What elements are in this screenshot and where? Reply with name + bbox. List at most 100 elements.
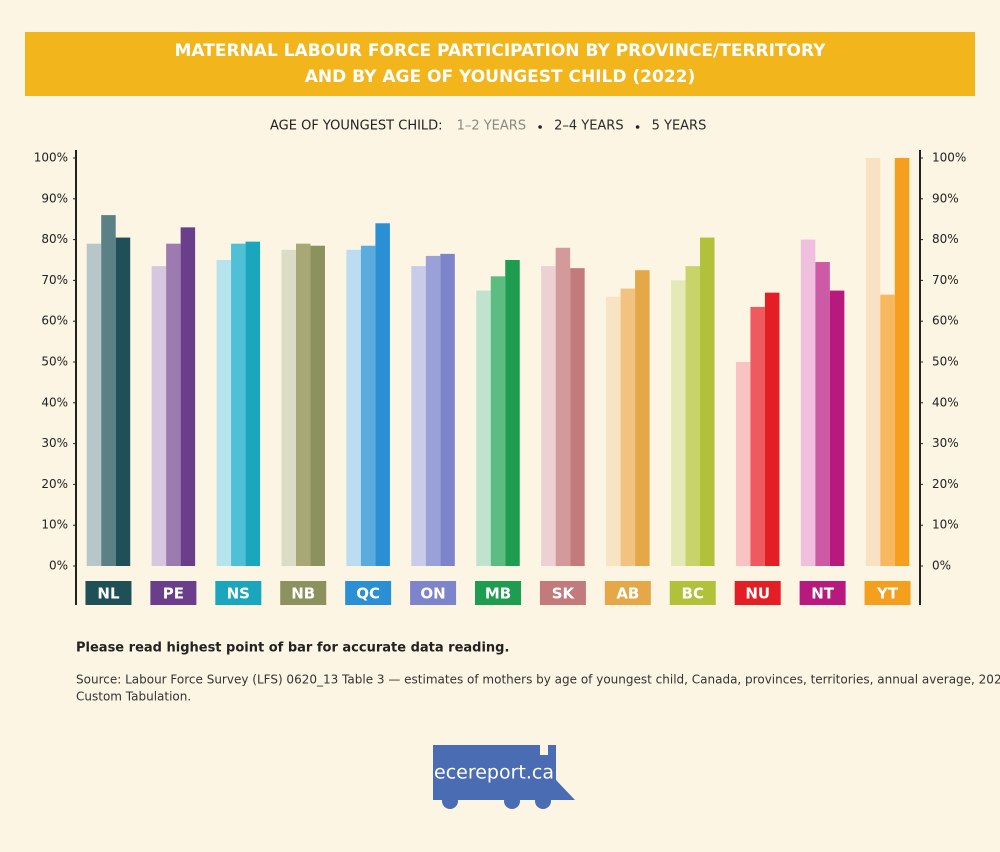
category-box xyxy=(85,581,132,605)
bar xyxy=(166,243,181,566)
y2-tick-label: 70% xyxy=(932,273,959,287)
y-tick-label: 40% xyxy=(41,395,68,409)
source: Source: Labour Force Survey (LFS) 0620_1… xyxy=(76,673,1000,687)
bar xyxy=(555,247,571,566)
y2-tick-label: 10% xyxy=(932,518,959,532)
category-box xyxy=(475,581,521,605)
x-tick-label: AB xyxy=(616,585,639,603)
legend-entry: 2–4 YEARS xyxy=(554,119,624,134)
bar xyxy=(425,255,441,567)
bar xyxy=(360,245,376,566)
x-tick-label: NU xyxy=(745,585,770,603)
bar xyxy=(346,249,361,567)
y-tick-label: 20% xyxy=(41,477,68,491)
category-box xyxy=(150,581,197,605)
bar xyxy=(86,243,102,566)
x-tick-label: NS xyxy=(227,585,250,603)
logo-train xyxy=(433,745,575,800)
y-tick-label: 90% xyxy=(41,191,68,205)
y-tick-label: 0% xyxy=(49,559,68,573)
bar xyxy=(115,237,131,566)
x-tick-label: SK xyxy=(552,585,576,603)
legend-title: AGE OF YOUNGEST CHILD: xyxy=(270,119,443,134)
bar xyxy=(735,362,751,566)
y-tick-label: 50% xyxy=(41,355,68,369)
logo-wheel xyxy=(535,793,551,809)
y-tick-label: 100% xyxy=(34,151,68,165)
bar xyxy=(764,292,780,566)
x-tick-label: NT xyxy=(811,585,835,603)
bar xyxy=(245,241,261,566)
bar xyxy=(800,239,816,566)
y2-tick-label: 90% xyxy=(932,191,959,205)
note: Please read highest point of bar for acc… xyxy=(76,641,509,656)
x-tick-label: QC xyxy=(356,585,380,603)
legend-separator xyxy=(635,125,640,129)
bar xyxy=(880,294,895,566)
logo-wheel xyxy=(442,793,458,809)
category-box xyxy=(215,581,262,605)
bar xyxy=(700,237,715,566)
bar xyxy=(180,227,196,567)
bar xyxy=(894,158,910,566)
bar xyxy=(606,296,621,566)
y2-tick-label: 50% xyxy=(932,355,959,369)
bar xyxy=(411,266,426,566)
y-tick-label: 60% xyxy=(41,314,68,328)
title-banner xyxy=(25,32,975,96)
y2-tick-label: 30% xyxy=(932,436,959,450)
y-tick-label: 80% xyxy=(41,232,68,246)
bar xyxy=(570,268,585,566)
bar xyxy=(541,266,556,566)
category-box xyxy=(410,581,457,605)
category-box xyxy=(799,581,846,605)
bar xyxy=(281,249,296,567)
logo-wheel xyxy=(504,793,520,809)
y-tick-label: 30% xyxy=(41,436,68,450)
y2-tick-label: 40% xyxy=(932,395,959,409)
bar xyxy=(865,158,881,566)
y2-tick-label: 80% xyxy=(932,232,959,246)
x-tick-label: NL xyxy=(97,585,120,603)
logo: ecereport.ca xyxy=(433,745,575,809)
bar xyxy=(490,276,506,566)
y2-tick-label: 100% xyxy=(932,151,966,165)
legend-entry: 1–2 YEARS xyxy=(457,119,527,134)
bar xyxy=(101,215,116,566)
y2-tick-label: 60% xyxy=(932,314,959,328)
y2-tick-label: 0% xyxy=(932,559,951,573)
bar xyxy=(476,290,491,566)
chart-title: AND BY AGE OF YOUNGEST CHILD (2022) xyxy=(305,67,696,87)
x-tick-label: PE xyxy=(163,585,184,603)
legend-entry: 5 YEARS xyxy=(652,119,707,134)
bar xyxy=(505,260,520,566)
x-tick-label: MB xyxy=(485,585,511,603)
x-tick-label: BC xyxy=(682,585,704,603)
source: Custom Tabulation. xyxy=(76,690,191,704)
category-box xyxy=(864,581,911,605)
legend: AGE OF YOUNGEST CHILD: 1–2 YEARS 2–4 YEARS… xyxy=(270,119,706,134)
bar xyxy=(151,266,167,566)
bar xyxy=(440,253,455,566)
category-box xyxy=(280,581,327,605)
bar xyxy=(295,243,311,566)
category-box xyxy=(604,581,651,605)
bar xyxy=(635,270,650,566)
logo-text: ecereport.ca xyxy=(434,762,554,784)
bar xyxy=(310,245,325,566)
y-tick-label: 70% xyxy=(41,273,68,287)
category-box xyxy=(669,581,716,605)
bar xyxy=(829,290,845,566)
bar xyxy=(750,306,765,566)
category-box xyxy=(734,581,781,605)
category-box xyxy=(345,581,392,605)
chart-title: MATERNAL LABOUR FORCE PARTICIPATION BY P… xyxy=(175,41,827,61)
bar xyxy=(685,266,701,566)
y-tick-label: 10% xyxy=(41,518,68,532)
bar xyxy=(620,288,636,566)
bar xyxy=(231,243,246,566)
legend-separator xyxy=(538,125,542,129)
y2-tick-label: 20% xyxy=(932,477,959,491)
bar xyxy=(815,262,830,566)
